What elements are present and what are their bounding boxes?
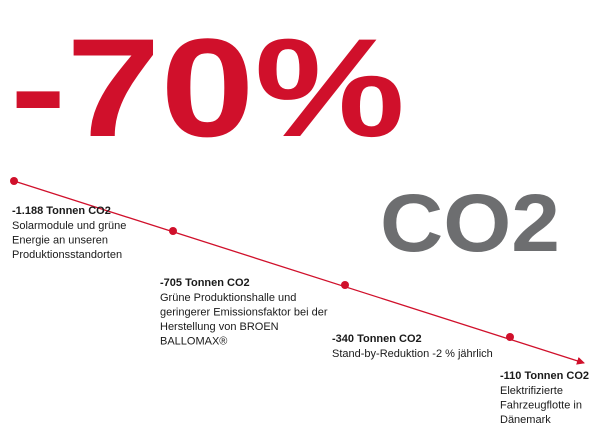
timeline <box>13 180 585 365</box>
headline: -70% <box>10 9 405 166</box>
milestone-text: Fahrzeugflotte in <box>500 400 582 412</box>
milestone-text: Stand-by-Reduktion -2 % jährlich <box>332 348 493 360</box>
milestone-title: -1.188 Tonnen CO2 <box>12 205 111 217</box>
milestone-text: Dänemark <box>500 414 551 426</box>
milestone-text: Grüne Produktionshalle und <box>160 292 296 304</box>
milestone-title: -340 Tonnen CO2 <box>332 333 422 345</box>
milestone-text: Produktionsstandorten <box>12 249 122 261</box>
milestone-dot <box>10 177 18 185</box>
milestone-title: -110 Tonnen CO2 <box>500 370 589 382</box>
milestone-text: Solarmodule und grüne <box>12 220 126 232</box>
milestone-dot <box>506 333 514 341</box>
subject: CO2 <box>380 178 560 269</box>
milestone-dot <box>341 281 349 289</box>
milestone-text: geringerer Emissionsfaktor bei der <box>160 307 328 319</box>
milestones: -1.188 Tonnen CO2 Solarmodule und grüne En… <box>10 177 589 426</box>
milestone-text: Herstellung von BROEN <box>160 321 279 333</box>
milestone-text: Energie an unseren <box>12 235 108 247</box>
milestone-text: Elektrifizierte <box>500 385 563 397</box>
milestone-text: BALLOMAX® <box>160 336 227 348</box>
milestone-title: -705 Tonnen CO2 <box>160 277 250 289</box>
milestone-dot <box>169 227 177 235</box>
